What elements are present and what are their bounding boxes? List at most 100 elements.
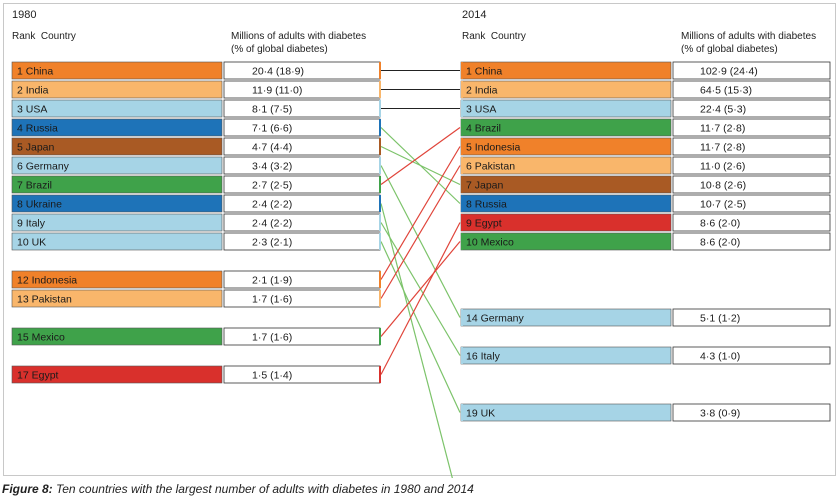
left-country-bar xyxy=(11,327,223,346)
left-value-label: 7·1 (6·6) xyxy=(252,123,292,135)
left-value-label: 2·4 (2·2) xyxy=(252,199,292,211)
right-country-label: 10 Mexico xyxy=(466,237,514,249)
right-row-2: 2 India 64·5 (15·3) xyxy=(460,80,831,99)
right-value-box xyxy=(672,156,831,175)
right-value-label: 11·0 (2·6) xyxy=(700,161,745,173)
right-value-label: 8·6 (2·0) xyxy=(700,237,740,249)
left-country-bar xyxy=(11,289,223,308)
left-country-bar xyxy=(11,99,223,118)
right-value-box xyxy=(672,80,831,99)
left-row-12: 12 Indonesia 2·1 (1·9) xyxy=(11,270,381,289)
left-color-marker xyxy=(379,138,381,155)
left-value-label: 3·4 (3·2) xyxy=(252,161,292,173)
left-color-marker xyxy=(379,176,381,193)
left-value-label: 2·3 (2·1) xyxy=(252,237,292,249)
left-value-label: 2·4 (2·2) xyxy=(252,218,292,230)
left-value-header-line2: (% of global diabetes) xyxy=(231,44,328,55)
left-country-label: 3 USA xyxy=(17,104,47,116)
right-row-4: 4 Brazil 11·7 (2·8) xyxy=(460,118,831,137)
left-color-marker xyxy=(379,62,381,79)
connector-lines xyxy=(380,70,461,478)
right-value-box xyxy=(672,99,831,118)
left-value-label: 20·4 (18·9) xyxy=(252,66,304,78)
left-value-box xyxy=(223,99,381,118)
left-value-box xyxy=(223,194,381,213)
right-color-marker xyxy=(461,195,463,212)
left-value-label: 2·7 (2·5) xyxy=(252,180,292,192)
caption-text: Ten countries with the largest number of… xyxy=(52,482,474,496)
left-value-label: 1·5 (1·4) xyxy=(252,370,292,382)
left-value-label: 2·1 (1·9) xyxy=(252,275,292,287)
right-country-label: 19 UK xyxy=(466,408,495,420)
connector-line xyxy=(380,241,461,413)
connector-line xyxy=(380,241,461,337)
right-value-label: 22·4 (5·3) xyxy=(700,104,746,116)
left-value-box xyxy=(223,213,381,232)
right-value-label: 4·3 (1·0) xyxy=(700,351,740,363)
right-country-label: 7 Japan xyxy=(466,180,504,192)
right-country-label: 6 Pakistan xyxy=(466,161,515,173)
left-color-marker xyxy=(379,233,381,250)
left-color-marker xyxy=(379,214,381,231)
left-value-box xyxy=(223,156,381,175)
right-row-9: 9 Egypt 8·6 (2·0) xyxy=(460,213,831,232)
left-rows: 1 China 20·4 (18·9) 2 India 11·9 (11·0) 3 US… xyxy=(11,61,381,384)
right-color-marker xyxy=(461,176,463,193)
right-value-box xyxy=(672,232,831,251)
left-country-label: 7 Brazil xyxy=(17,180,52,192)
right-value-label: 10·7 (2·5) xyxy=(700,199,746,211)
left-row-5: 5 Japan 4·7 (4·4) xyxy=(11,137,381,156)
right-value-box xyxy=(672,175,831,194)
right-country-label: 16 Italy xyxy=(466,351,501,363)
right-value-box xyxy=(672,118,831,137)
right-value-header-line2: (% of global diabetes) xyxy=(681,44,778,55)
right-value-box xyxy=(672,137,831,156)
left-country-bar xyxy=(11,137,223,156)
left-country-bar xyxy=(11,213,223,232)
left-color-marker xyxy=(379,290,381,307)
right-country-label: 8 Russia xyxy=(466,199,507,211)
right-value-label: 102·9 (24·4) xyxy=(700,66,758,78)
left-country-bar xyxy=(11,194,223,213)
left-rank-country-header: Rank Country xyxy=(12,31,76,42)
left-country-bar xyxy=(11,175,223,194)
connector-line xyxy=(380,145,461,186)
left-value-label: 8·1 (7·5) xyxy=(252,104,292,116)
connector-line xyxy=(380,203,453,478)
connector-line xyxy=(380,222,461,375)
left-value-box xyxy=(223,365,381,384)
right-row-16: 16 Italy 4·3 (1·0) xyxy=(460,346,831,365)
right-row-1: 1 China 102·9 (24·4) xyxy=(460,61,831,80)
left-country-bar xyxy=(11,365,223,384)
left-value-box xyxy=(223,118,381,137)
left-value-header-line1: Millions of adults with diabetes xyxy=(231,31,366,42)
right-value-box xyxy=(672,213,831,232)
connector-line xyxy=(380,127,461,185)
right-country-label: 5 Indonesia xyxy=(466,142,520,154)
right-value-label: 64·5 (15·3) xyxy=(700,85,752,97)
left-row-8: 8 Ukraine 2·4 (2·2) xyxy=(11,194,381,213)
left-color-marker xyxy=(379,328,381,345)
left-country-label: 5 Japan xyxy=(17,142,55,154)
right-value-label: 5·1 (1·2) xyxy=(700,313,740,325)
left-row-1: 1 China 20·4 (18·9) xyxy=(11,61,381,80)
right-country-label: 3 USA xyxy=(466,104,496,116)
right-row-10: 10 Mexico 8·6 (2·0) xyxy=(460,232,831,251)
right-value-label: 11·7 (2·8) xyxy=(700,142,745,154)
right-color-marker xyxy=(461,309,463,326)
left-row-7: 7 Brazil 2·7 (2·5) xyxy=(11,175,381,194)
left-country-bar xyxy=(11,61,223,80)
right-color-marker xyxy=(461,119,463,136)
right-country-label: 1 China xyxy=(466,66,502,78)
right-color-marker xyxy=(461,214,463,231)
right-row-6: 6 Pakistan 11·0 (2·6) xyxy=(460,156,831,175)
right-color-marker xyxy=(461,62,463,79)
right-value-label: 10·8 (2·6) xyxy=(700,180,746,192)
left-country-label: 8 Ukraine xyxy=(17,199,62,211)
left-country-label: 13 Pakistan xyxy=(17,294,72,306)
caption-lead: Figure 8: xyxy=(2,482,53,496)
left-row-10: 10 UK 2·3 (2·1) xyxy=(11,232,381,251)
left-color-marker xyxy=(379,81,381,98)
rank-comparison-chart: 1980 Rank Country Millions of adults wit… xyxy=(11,9,831,478)
right-rank-country-header: Rank Country xyxy=(462,31,526,42)
